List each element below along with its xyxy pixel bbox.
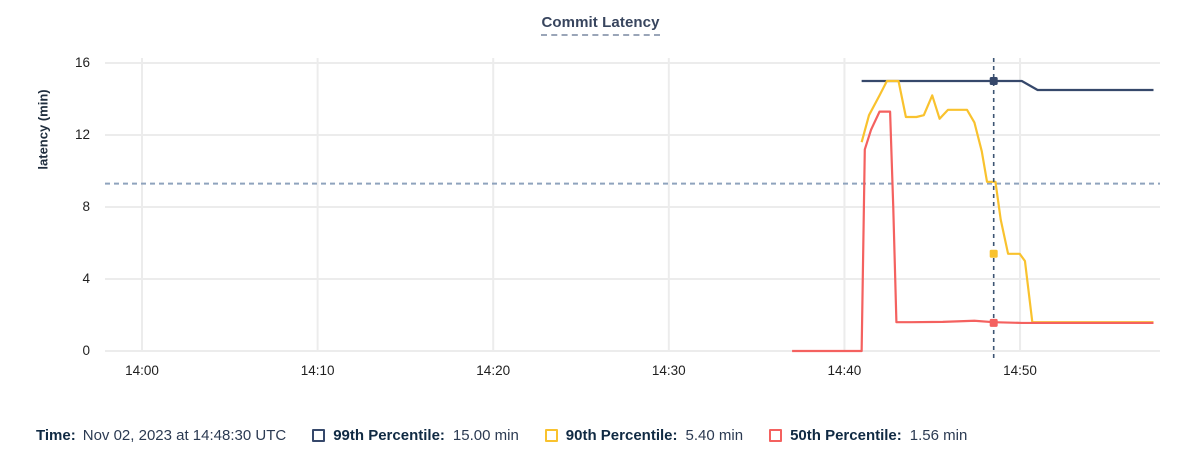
y-tick-label: 12 — [74, 127, 90, 142]
cursor-marker-1[interactable] — [989, 77, 998, 85]
chart-title: Commit Latency — [0, 14, 1201, 36]
legend-label: 50th Percentile: — [790, 426, 902, 444]
footer-time-label: Time: — [36, 426, 76, 444]
y-tick-label: 8 — [82, 199, 90, 214]
x-tick-label: 14:20 — [476, 363, 511, 378]
series-line-3[interactable] — [792, 110, 1154, 353]
cursor-marker-2[interactable] — [989, 249, 998, 258]
chart-title-text: Commit Latency — [541, 14, 660, 36]
legend-swatch-icon — [544, 428, 558, 442]
x-tick-label: 14:40 — [827, 363, 862, 378]
x-tick-label: 14:10 — [300, 363, 335, 378]
legend-swatch-icon — [769, 428, 783, 442]
x-tick-label: 14:00 — [125, 363, 159, 378]
y-tick-label: 4 — [82, 271, 90, 286]
plot-area[interactable]: latency (min) 0 4 8 12 16 14:00 14:10 14:20 14:3… — [0, 0, 1201, 400]
legend-label: 99th Percentile: — [333, 426, 445, 444]
footer-time-group: Time: Nov 02, 2023 at 14:48:30 UTC — [36, 427, 286, 444]
legend-entry-1[interactable]: 99th Percentile: 15.00 min — [312, 427, 519, 444]
legend-value: 15.00 min — [452, 426, 519, 444]
y-tick-label: 16 — [74, 55, 90, 70]
x-tick-label: 14:50 — [1003, 363, 1037, 378]
chart-footer-legend: Time: Nov 02, 2023 at 14:48:30 UTC 99th … — [0, 412, 1201, 458]
legend-entry-2[interactable]: 90th Percentile: 5.40 min — [544, 426, 744, 444]
legend-swatch-icon — [312, 428, 326, 442]
legend-entries: 99th Percentile: 15.00 min 90th Percentile… — [286, 427, 967, 444]
y-tick-label: 0 — [82, 343, 90, 358]
chart-plot-svg[interactable] — [0, 0, 1201, 400]
series-line-1[interactable] — [861, 79, 1154, 92]
footer-time-value: Nov 02, 2023 at 14:48:30 UTC — [82, 426, 287, 444]
cursor-marker-3[interactable] — [989, 318, 998, 327]
series-line-2[interactable] — [860, 79, 1154, 324]
legend-label: 90th Percentile: — [565, 426, 678, 444]
legend-value: 5.40 min — [685, 426, 744, 444]
legend-entry-3[interactable]: 50th Percentile: 1.56 min — [769, 427, 967, 444]
legend-value: 1.56 min — [909, 426, 968, 444]
x-tick-label: 14:30 — [651, 363, 686, 378]
